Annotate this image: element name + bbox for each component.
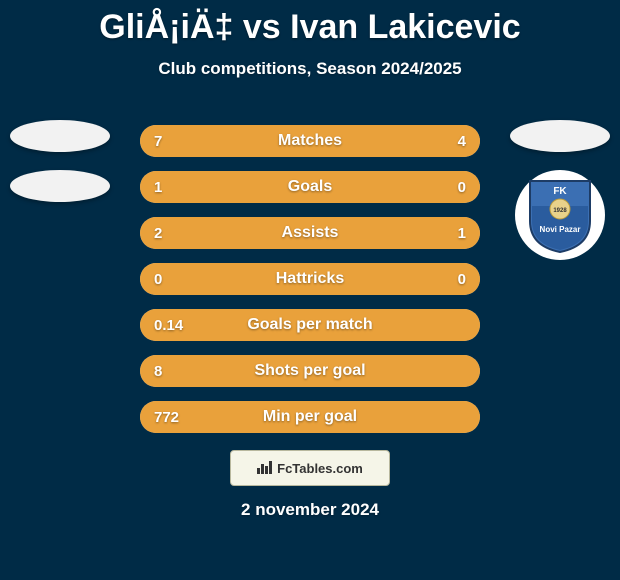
bar-left-value: 2 [154, 217, 162, 249]
bar-left-value: 0 [154, 263, 162, 295]
bar-left-value: 0.14 [154, 309, 183, 341]
bar-label: Hattricks [140, 263, 480, 295]
bar-left-value: 772 [154, 401, 179, 433]
bar-right-value: 0 [458, 263, 466, 295]
bar-right-value: 1 [458, 217, 466, 249]
bar-label: Goals per match [140, 309, 480, 341]
page-title: GliÅ¡iÄ‡ vs Ivan Lakicevic [0, 0, 620, 47]
stat-row: Matches7 4 [140, 125, 480, 157]
stat-row: Assists2 1 [140, 217, 480, 249]
bar-right-value: 0 [458, 171, 466, 203]
bar-label: Shots per goal [140, 355, 480, 387]
stat-row: Min per goal772 [140, 401, 480, 433]
bar-left-value: 8 [154, 355, 162, 387]
stat-row: Goals per match0.14 [140, 309, 480, 341]
content: GliÅ¡iÄ‡ vs Ivan Lakicevic Club competit… [0, 0, 620, 79]
stat-row: Shots per goal8 [140, 355, 480, 387]
bar-label: Assists [140, 217, 480, 249]
bar-label: Matches [140, 125, 480, 157]
bar-left-value: 7 [154, 125, 162, 157]
stat-row: Hattricks0 0 [140, 263, 480, 295]
fctables-label: FcTables.com [277, 461, 363, 476]
chart-icon [257, 460, 273, 477]
bar-right-value: 4 [458, 125, 466, 157]
bar-label: Min per goal [140, 401, 480, 433]
subtitle: Club competitions, Season 2024/2025 [0, 59, 620, 79]
stat-row: Goals1 0 [140, 171, 480, 203]
bar-label: Goals [140, 171, 480, 203]
bar-left-value: 1 [154, 171, 162, 203]
fctables-badge: FcTables.com [230, 450, 390, 486]
stats-bars: Matches74Goals10Assists21Hattricks00Goal… [140, 125, 480, 433]
date-label: 2 november 2024 [0, 500, 620, 520]
